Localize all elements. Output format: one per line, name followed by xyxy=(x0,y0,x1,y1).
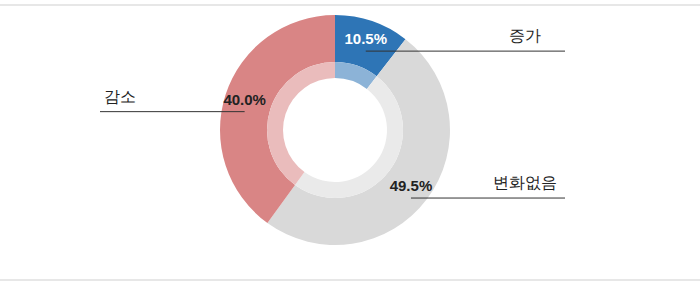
svg-text:40.0%: 40.0% xyxy=(223,91,266,108)
svg-text:감소: 감소 xyxy=(104,87,136,106)
svg-text:49.5%: 49.5% xyxy=(390,177,433,194)
svg-text:증가: 증가 xyxy=(509,26,541,45)
svg-text:변화없음: 변화없음 xyxy=(493,173,557,192)
svg-text:10.5%: 10.5% xyxy=(344,30,387,47)
